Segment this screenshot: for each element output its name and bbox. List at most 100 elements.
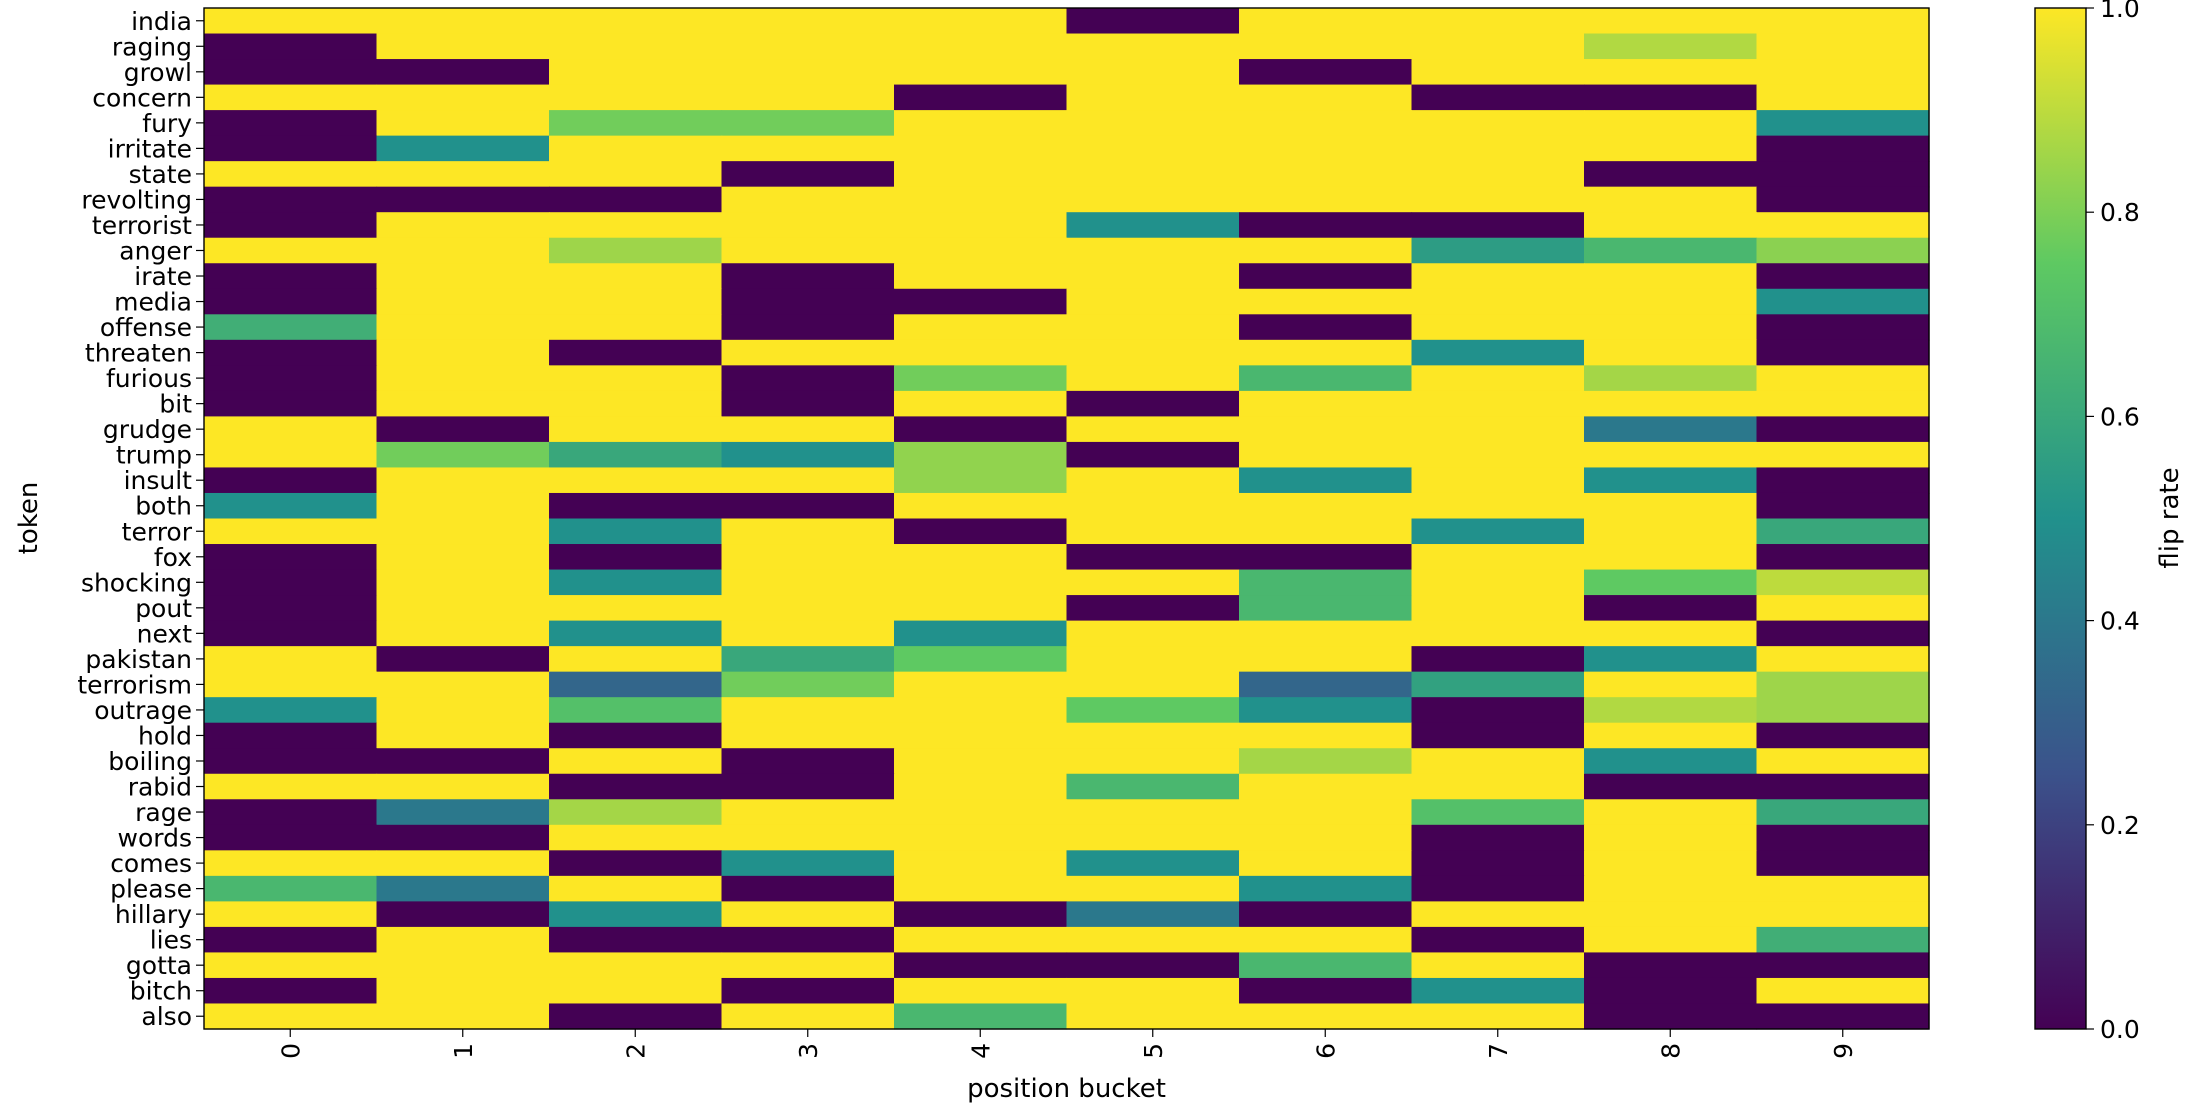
heatmap-cell — [894, 748, 1068, 775]
heatmap-cell — [376, 365, 550, 392]
heatmap-cell — [376, 595, 550, 622]
colorbar-ticks: 0.0 0.2 0.4 0.6 0.8 1.0 — [2086, 0, 2140, 1044]
x-tick-label: 4 — [966, 1043, 995, 1059]
heatmap-cell — [204, 212, 378, 239]
heatmap-cell — [894, 722, 1068, 749]
heatmap-cell — [376, 339, 550, 366]
heatmap-cell — [376, 697, 550, 724]
heatmap-cell — [1584, 237, 1758, 264]
heatmap-cell — [376, 441, 550, 469]
heatmap-cell — [1066, 518, 1240, 545]
heatmap-cell — [1756, 620, 1930, 647]
heatmap-cell — [1756, 952, 1930, 979]
heatmap-cell — [721, 1003, 895, 1030]
heatmap-cell — [1756, 799, 1930, 826]
y-tick-label: irritate — [108, 134, 192, 163]
heatmap-cell — [1584, 314, 1758, 341]
heatmap-cell — [1756, 33, 1930, 60]
heatmap-cell — [1066, 33, 1240, 60]
heatmap-cell — [1239, 952, 1413, 979]
heatmap-cell — [1411, 110, 1585, 137]
heatmap-cell — [894, 646, 1068, 673]
heatmap-cell — [894, 288, 1068, 315]
x-tick-label: 2 — [621, 1043, 650, 1059]
heatmap-cell — [1411, 365, 1585, 392]
heatmap-cell — [1066, 390, 1240, 418]
heatmap-cell — [204, 314, 378, 341]
heatmap-cell — [1066, 952, 1240, 979]
heatmap-cell — [894, 390, 1068, 418]
heatmap-cell — [721, 722, 895, 749]
heatmap-cell — [1411, 339, 1585, 366]
y-tick-label: pout — [135, 594, 192, 623]
heatmap-cell — [1756, 901, 1930, 928]
heatmap-cell — [1411, 161, 1585, 188]
heatmap-cell — [1411, 314, 1585, 341]
heatmap-cell — [549, 722, 723, 749]
heatmap-cell — [549, 646, 723, 673]
heatmap-cell — [204, 824, 378, 851]
colorbar-tick-label: 0.4 — [2100, 607, 2140, 636]
heatmap-cell — [1239, 977, 1413, 1005]
x-tick-label: 3 — [794, 1043, 823, 1059]
heatmap-cell — [549, 901, 723, 928]
heatmap-cell — [1239, 697, 1413, 724]
heatmap-cell — [721, 263, 895, 290]
heatmap-cell — [1411, 977, 1585, 1005]
heatmap-cell — [549, 339, 723, 366]
heatmap-cell — [376, 212, 550, 239]
heatmap-cell — [549, 59, 723, 86]
heatmap-cell — [1756, 110, 1930, 137]
heatmap-cell — [204, 646, 378, 673]
heatmap-cell — [1411, 748, 1585, 775]
heatmap-cell — [721, 161, 895, 188]
heatmap-cell — [721, 569, 895, 596]
heatmap-cell — [721, 875, 895, 902]
heatmap-cell — [204, 748, 378, 775]
heatmap-cell — [549, 441, 723, 469]
heatmap-cell — [1584, 110, 1758, 137]
heatmap-cell — [1239, 773, 1413, 800]
heatmap-cell — [721, 288, 895, 315]
heatmap-cell — [376, 773, 550, 800]
heatmap-cell — [721, 314, 895, 341]
heatmap-cell — [1411, 544, 1585, 571]
colorbar-tick-label: 0.0 — [2100, 1015, 2140, 1044]
y-tick-label: revolting — [81, 185, 192, 214]
heatmap-cell — [1411, 33, 1585, 60]
heatmap-cell — [1411, 8, 1585, 35]
heatmap-cell — [721, 365, 895, 392]
heatmap-cell — [1584, 186, 1758, 213]
y-tick-label: please — [110, 875, 192, 904]
heatmap-cell — [1239, 237, 1413, 264]
heatmap-cell — [1411, 926, 1585, 954]
heatmap-cell — [204, 263, 378, 290]
heatmap-cell — [376, 8, 550, 35]
heatmap-cell — [1239, 59, 1413, 86]
heatmap-cell — [1584, 722, 1758, 749]
y-tick-label: grudge — [103, 415, 192, 444]
heatmap-cell — [549, 492, 723, 520]
heatmap-cell — [1411, 799, 1585, 826]
y-tick-label: outrage — [94, 696, 192, 725]
heatmap-cell — [1411, 288, 1585, 315]
heatmap-cell — [549, 263, 723, 290]
heatmap-cell — [1411, 901, 1585, 928]
heatmap-cell — [894, 518, 1068, 545]
colorbar-tick-label: 0.2 — [2100, 811, 2140, 840]
x-tick-label: 7 — [1484, 1043, 1513, 1059]
heatmap-cell — [1756, 288, 1930, 315]
heatmap-cell — [1239, 8, 1413, 35]
heatmap-cell — [1411, 263, 1585, 290]
colorbar-tick-label: 1.0 — [2100, 0, 2140, 23]
heatmap-cell — [204, 773, 378, 800]
heatmap-cell — [376, 544, 550, 571]
heatmap-cell — [1239, 288, 1413, 315]
heatmap-cell — [1066, 799, 1240, 826]
heatmap-cell — [1239, 441, 1413, 469]
heatmap-cell — [376, 33, 550, 60]
heatmap-cell — [204, 135, 378, 162]
heatmap-cell — [894, 441, 1068, 469]
heatmap-cell — [721, 339, 895, 366]
